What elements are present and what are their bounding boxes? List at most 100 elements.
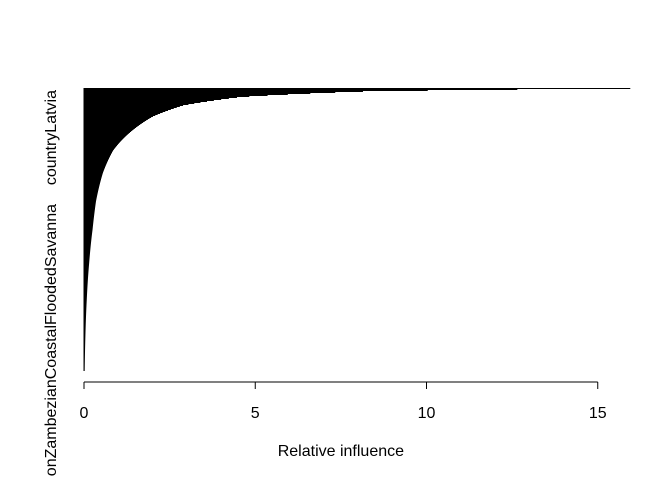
bar: [84, 157, 110, 158]
bar: [84, 277, 89, 278]
bar: [84, 164, 107, 165]
bar: [84, 227, 93, 228]
y-axis-labels: countryLatvia onZambezianCoastalFloodedSa…: [43, 90, 60, 476]
bar: [84, 175, 103, 176]
bar: [84, 287, 88, 288]
bar: [84, 185, 100, 186]
bar: [84, 323, 86, 324]
bar: [84, 105, 184, 106]
bar: [84, 127, 137, 128]
bar: [84, 320, 86, 321]
bar: [84, 220, 94, 221]
bar: [84, 337, 86, 338]
bar: [84, 346, 86, 347]
bar: [84, 131, 132, 132]
bar: [84, 189, 99, 190]
bar: [84, 248, 91, 249]
bar: [84, 275, 89, 276]
bar: [84, 278, 88, 279]
bar: [84, 324, 86, 325]
bar: [84, 314, 87, 315]
bar: [84, 198, 97, 199]
bar: [84, 258, 90, 259]
bar: [84, 250, 91, 251]
bar: [84, 235, 92, 236]
bar: [84, 297, 87, 298]
bar: [84, 274, 89, 275]
bar: [84, 130, 133, 131]
bar: [84, 236, 92, 237]
bar: [84, 208, 96, 209]
bar: [84, 178, 102, 179]
bar: [84, 210, 95, 211]
bar: [84, 338, 86, 339]
bar: [84, 159, 109, 160]
bar: [84, 125, 139, 126]
bar: [84, 195, 98, 196]
bar: [84, 263, 90, 264]
bar: [84, 249, 91, 250]
bar: [84, 126, 138, 127]
bar: [84, 279, 88, 280]
bar: [84, 155, 111, 156]
bar: [84, 211, 95, 212]
bar: [84, 217, 94, 218]
bar: [84, 322, 86, 323]
bar: [84, 137, 125, 138]
bar: [84, 347, 86, 348]
bar: [84, 330, 86, 331]
bar: [84, 341, 86, 342]
bar: [84, 111, 166, 112]
bar: [84, 310, 87, 311]
bar: [84, 291, 88, 292]
bar: [84, 142, 120, 143]
bar: [84, 281, 88, 282]
bar: [84, 306, 87, 307]
bar: [84, 107, 177, 108]
bar: [84, 319, 86, 320]
bar: [84, 344, 86, 345]
bar: [84, 218, 94, 219]
bar: [84, 234, 92, 235]
bar: [84, 152, 113, 153]
bar: [84, 268, 89, 269]
bar: [84, 271, 89, 272]
bar: [84, 158, 109, 159]
bar: [84, 102, 201, 103]
bar: [84, 333, 86, 334]
bar: [84, 273, 89, 274]
bar: [84, 167, 105, 168]
bar: [84, 184, 100, 185]
bar: [84, 88, 631, 89]
bar: [84, 267, 89, 268]
bar: [84, 186, 100, 187]
bar: [84, 121, 145, 122]
bar: [84, 115, 156, 116]
bar: [84, 146, 117, 147]
bar: [84, 143, 119, 144]
bar: [84, 229, 93, 230]
bar: [84, 141, 121, 142]
bar: [84, 169, 105, 170]
bar: [84, 120, 147, 121]
bar: [84, 94, 288, 95]
x-tick-label: 0: [80, 405, 89, 422]
bar: [84, 343, 86, 344]
bar: [84, 153, 112, 154]
bar: [84, 191, 99, 192]
bar: [84, 91, 363, 92]
bar: [84, 237, 92, 238]
bar: [84, 280, 88, 281]
bar: [84, 106, 180, 107]
bar: [84, 112, 163, 113]
bar: [84, 299, 87, 300]
bar: [84, 204, 96, 205]
bar: [84, 139, 123, 140]
bar: [84, 262, 90, 263]
bar: [84, 113, 161, 114]
bar: [84, 304, 87, 305]
x-tick-label: 5: [251, 405, 260, 422]
bar: [84, 96, 250, 97]
bar: [84, 257, 90, 258]
bar: [84, 350, 86, 351]
